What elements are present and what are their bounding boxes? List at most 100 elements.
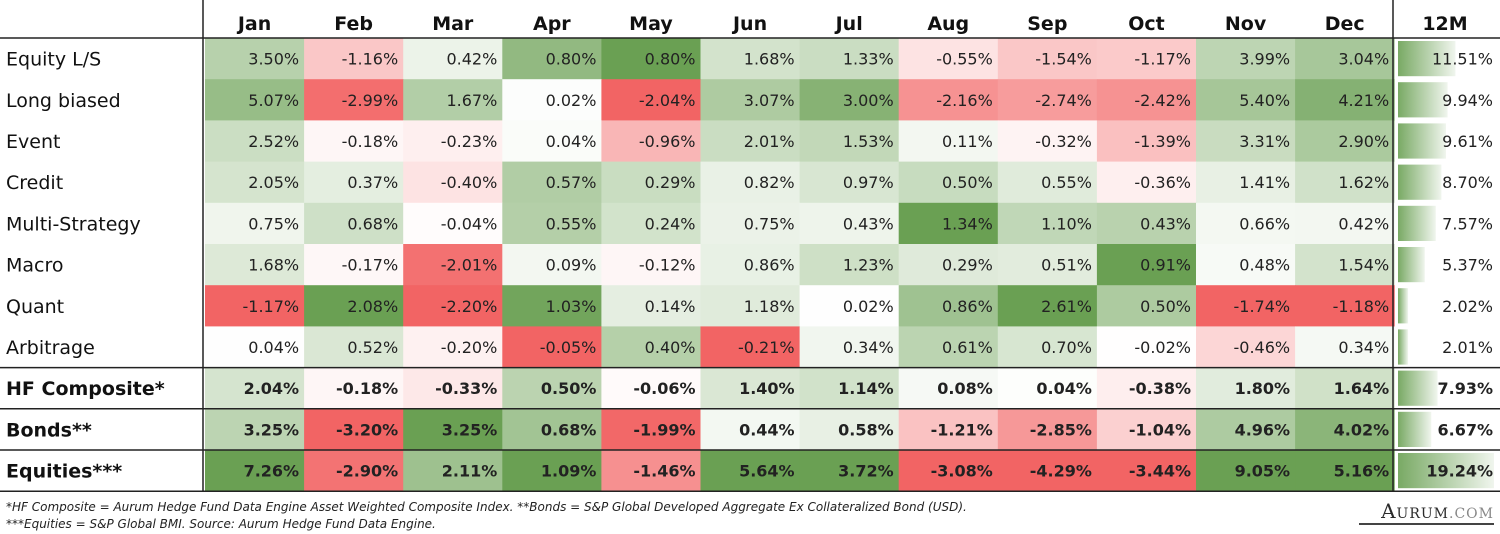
cell-macro-jun bbox=[700, 244, 801, 286]
value-event-jul: 1.53% bbox=[843, 132, 894, 151]
cell-bonds-jan bbox=[205, 408, 305, 451]
value-macro-sep: 0.51% bbox=[1041, 256, 1092, 275]
value-bonds-may: -1.99% bbox=[633, 420, 695, 439]
value-arbitrage-dec: 0.34% bbox=[1338, 338, 1389, 357]
total-bar-quant bbox=[1398, 288, 1409, 324]
value-credit-may: 0.29% bbox=[645, 173, 696, 192]
cell-long-biased-apr bbox=[502, 79, 602, 121]
cell-equities-apr bbox=[502, 450, 602, 492]
cell-long-biased-dec bbox=[1295, 79, 1395, 121]
cell-quant-jul bbox=[799, 285, 900, 327]
value-long-biased-nov: 5.40% bbox=[1239, 91, 1290, 110]
cell-event-nov bbox=[1196, 120, 1296, 163]
value-long-biased-jun: 3.07% bbox=[744, 91, 795, 110]
cell-macro-aug bbox=[898, 244, 999, 286]
value-equities-feb: -2.90% bbox=[336, 462, 398, 481]
cell-long-biased-nov bbox=[1196, 79, 1296, 121]
cell-arbitrage-mar bbox=[403, 326, 503, 369]
value-bonds-dec: 4.02% bbox=[1334, 420, 1390, 439]
month-header-aug: Aug bbox=[927, 13, 969, 35]
cell-multi-strategy-nov bbox=[1196, 202, 1296, 245]
cell-equities-aug bbox=[898, 450, 999, 492]
value-credit-apr: 0.57% bbox=[546, 173, 597, 192]
value-quant-apr: 1.03% bbox=[546, 297, 597, 316]
row-label-macro: Macro bbox=[6, 255, 64, 277]
value-equity-l-s-may: 0.80% bbox=[645, 50, 696, 69]
total-bar-long-biased bbox=[1398, 82, 1448, 118]
value-equity-l-s-jan: 3.50% bbox=[248, 50, 299, 69]
month-header-dec: Dec bbox=[1325, 13, 1365, 35]
row-label-event: Event bbox=[6, 131, 60, 153]
value-multi-strategy-dec: 0.42% bbox=[1338, 214, 1389, 233]
cell-credit-mar bbox=[403, 161, 503, 204]
value-long-biased-oct: -2.42% bbox=[1134, 91, 1191, 110]
value-credit-jan: 2.05% bbox=[248, 173, 299, 192]
value-multi-strategy-mar: -0.04% bbox=[441, 214, 498, 233]
value-arbitrage-jul: 0.34% bbox=[843, 338, 894, 357]
month-header-apr: Apr bbox=[533, 13, 571, 35]
value-long-biased-sep: -2.74% bbox=[1035, 91, 1092, 110]
cell-credit-feb bbox=[304, 161, 404, 204]
cell-credit-jun bbox=[700, 161, 801, 204]
cell-equities-may bbox=[601, 450, 701, 492]
cell-equities-jun bbox=[700, 450, 801, 492]
cell-quant-oct bbox=[1096, 285, 1197, 327]
month-header-sep: Sep bbox=[1027, 13, 1067, 35]
cell-equity-l-s-sep bbox=[997, 38, 1098, 80]
value-hf-composite-jul: 1.14% bbox=[838, 379, 894, 398]
cell-event-sep bbox=[997, 120, 1098, 163]
month-header-jan: Jan bbox=[236, 13, 271, 35]
cell-event-oct bbox=[1096, 120, 1197, 163]
value-arbitrage-aug: 0.61% bbox=[942, 338, 993, 357]
value-equity-l-s-feb: -1.16% bbox=[342, 50, 399, 69]
logo-suffix: .com bbox=[1449, 506, 1494, 522]
total-value-equities: 19.24% bbox=[1426, 462, 1493, 481]
cell-hf-composite-may bbox=[601, 367, 701, 410]
row-label-quant: Quant bbox=[6, 296, 64, 318]
cell-quant-apr bbox=[502, 285, 602, 327]
row-label-bonds: Bonds** bbox=[6, 419, 92, 441]
cell-arbitrage-jul bbox=[799, 326, 900, 369]
cell-arbitrage-apr bbox=[502, 326, 602, 369]
cell-equity-l-s-jun bbox=[700, 38, 801, 80]
value-multi-strategy-sep: 1.10% bbox=[1041, 214, 1092, 233]
row-label-arbitrage: Arbitrage bbox=[6, 337, 95, 359]
total-bar-macro bbox=[1398, 247, 1425, 283]
value-equity-l-s-jun: 1.68% bbox=[744, 50, 795, 69]
cell-multi-strategy-dec bbox=[1295, 202, 1395, 245]
cell-equity-l-s-dec bbox=[1295, 38, 1395, 80]
value-credit-sep: 0.55% bbox=[1041, 173, 1092, 192]
value-quant-may: 0.14% bbox=[645, 297, 696, 316]
value-equities-jun: 5.64% bbox=[739, 462, 795, 481]
cell-long-biased-jun bbox=[700, 79, 801, 121]
cell-macro-nov bbox=[1196, 244, 1296, 286]
value-arbitrage-apr: -0.05% bbox=[540, 338, 597, 357]
cell-macro-oct bbox=[1096, 244, 1197, 286]
cell-arbitrage-oct bbox=[1096, 326, 1197, 369]
row-label-hf-composite: HF Composite* bbox=[6, 378, 165, 400]
value-equity-l-s-dec: 3.04% bbox=[1338, 50, 1389, 69]
cell-long-biased-jan bbox=[205, 79, 305, 121]
value-credit-oct: -0.36% bbox=[1134, 173, 1191, 192]
cell-long-biased-jul bbox=[799, 79, 900, 121]
value-quant-nov: -1.74% bbox=[1233, 297, 1290, 316]
cell-credit-jul bbox=[799, 161, 900, 204]
total-bar-equity-l-s bbox=[1398, 41, 1456, 77]
value-macro-aug: 0.29% bbox=[942, 256, 993, 275]
cell-event-mar bbox=[403, 120, 503, 163]
aurum-logo: Aurum.com bbox=[1381, 499, 1494, 523]
total-value-event: 9.61% bbox=[1442, 132, 1493, 151]
value-equities-nov: 9.05% bbox=[1235, 462, 1291, 481]
value-hf-composite-feb: -0.18% bbox=[336, 379, 398, 398]
value-multi-strategy-may: 0.24% bbox=[645, 214, 696, 233]
cell-multi-strategy-may bbox=[601, 202, 701, 245]
value-event-apr: 0.04% bbox=[546, 132, 597, 151]
cell-equity-l-s-aug bbox=[898, 38, 999, 80]
cell-macro-jan bbox=[205, 244, 305, 286]
value-credit-jun: 0.82% bbox=[744, 173, 795, 192]
row-label-credit: Credit bbox=[6, 172, 63, 194]
value-equities-jan: 7.26% bbox=[244, 462, 300, 481]
cell-arbitrage-jun bbox=[700, 326, 801, 369]
value-equities-oct: -3.44% bbox=[1129, 462, 1191, 481]
cell-long-biased-may bbox=[601, 79, 701, 121]
